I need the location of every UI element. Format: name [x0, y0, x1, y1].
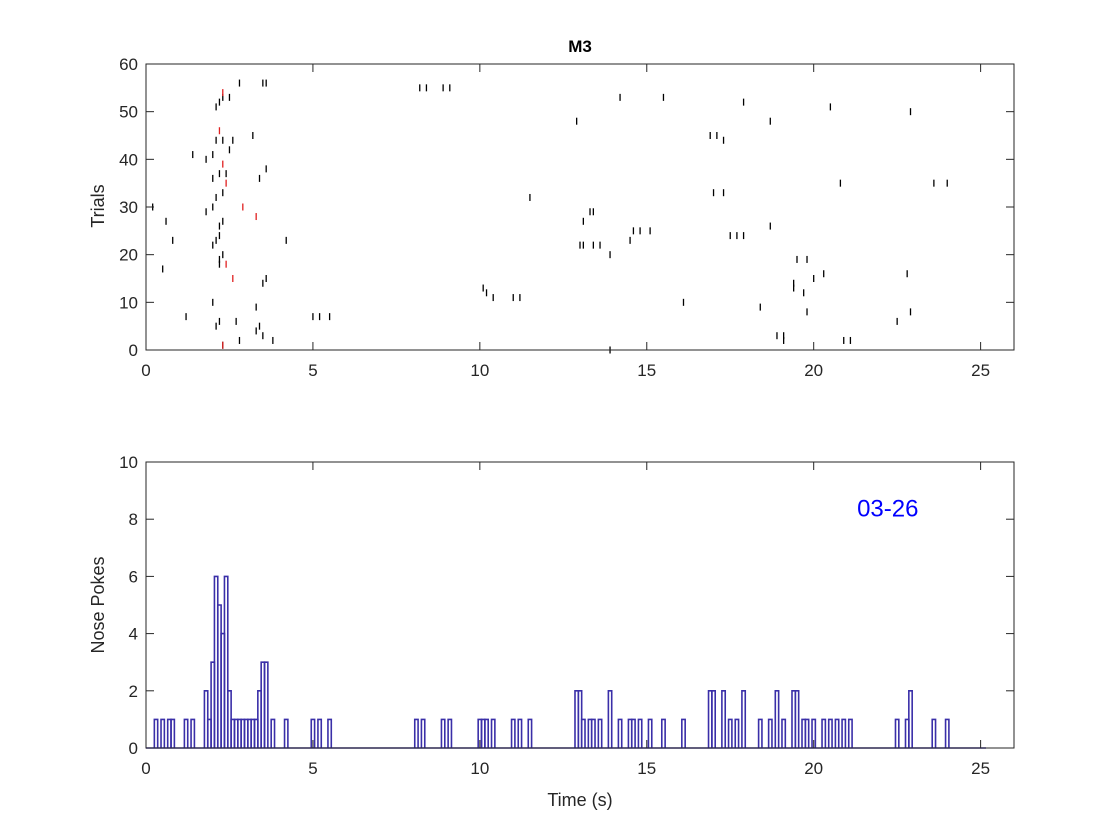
hist-bar: [183, 718, 189, 748]
raster-y-tick-label: 40: [119, 150, 138, 169]
hist-bar: [794, 690, 800, 748]
hist-bar: [741, 690, 747, 748]
raster-x-tick-label: 25: [971, 361, 990, 380]
hist-y-tick-label: 6: [129, 567, 138, 586]
hist-x-tick-label: 25: [971, 759, 990, 778]
hist-y-tick-label: 8: [129, 510, 138, 529]
hist-bar: [590, 718, 596, 748]
hist-bar: [767, 718, 773, 748]
raster-plot: M3 Trials 0 5 10 15 20 25 0 10 20 30 40 50 60: [88, 37, 1015, 380]
hist-bar: [283, 718, 289, 748]
axes-bottom: 0 5 10 15 20 25 0 2 4 6 8 10: [119, 453, 1014, 778]
hist-bar: [781, 718, 787, 748]
raster-y-tick-label: 0: [129, 341, 138, 360]
hist-bar: [484, 718, 489, 748]
hist-bar: [931, 718, 937, 748]
hist-bar: [894, 718, 900, 748]
hist-bar: [847, 718, 853, 748]
hist-bar: [527, 718, 533, 748]
raster-y-tick-label: 50: [119, 103, 138, 122]
hist-x-tick-label: 15: [637, 759, 656, 778]
hist-x-tick-label: 20: [804, 759, 823, 778]
hist-bar: [727, 718, 733, 748]
raster-x-tick-label: 0: [141, 361, 150, 380]
hist-bar: [597, 718, 603, 748]
plot-area-bottom: [145, 461, 1015, 749]
hist-bar: [510, 718, 516, 748]
histogram-bars: [146, 575, 986, 749]
hist-bar: [811, 718, 817, 748]
raster-y-tick-label: 30: [119, 198, 138, 217]
hist-bar: [734, 718, 740, 748]
hist-bar: [490, 718, 496, 748]
hist-bar: [834, 718, 840, 748]
hist-y-tick-label: 0: [129, 739, 138, 758]
hist-bar: [841, 718, 847, 748]
hist-bar: [223, 575, 229, 748]
raster-ticks: [152, 79, 948, 354]
hist-bar: [317, 718, 323, 748]
hist-bar: [580, 718, 586, 748]
hist-bar: [270, 718, 276, 748]
hist-y-tick-label: 4: [129, 625, 138, 644]
hist-bar: [647, 718, 653, 748]
hist-bar: [711, 690, 717, 748]
raster-x-tick-label: 20: [804, 361, 823, 380]
hist-bar: [637, 718, 643, 748]
y-axis-label-nose-pokes: Nose Pokes: [88, 556, 108, 653]
axes-top: 0 5 10 15 20 25 0 10 20 30 40 50 60: [119, 55, 1014, 380]
raster-y-tick-label: 60: [119, 55, 138, 74]
chart-title: M3: [568, 37, 592, 56]
hist-x-tick-label: 0: [141, 759, 150, 778]
raster-x-tick-label: 10: [470, 361, 489, 380]
hist-bar: [310, 718, 316, 748]
hist-bar: [263, 661, 269, 748]
date-annotation: 03-26: [857, 495, 918, 522]
hist-bar: [757, 718, 763, 748]
hist-bar: [804, 718, 810, 748]
y-axis-label-trials: Trials: [88, 184, 108, 227]
hist-bar: [160, 718, 166, 748]
hist-y-tick-label: 2: [129, 682, 138, 701]
hist-bar: [617, 718, 623, 748]
hist-bar: [827, 718, 833, 748]
hist-bar: [630, 718, 636, 748]
hist-bar: [944, 718, 950, 748]
hist-bar: [413, 718, 419, 748]
hist-bar: [170, 718, 176, 748]
raster-y-tick-label: 10: [119, 293, 138, 312]
hist-y-tick-label: 10: [119, 453, 138, 472]
hist-bar: [607, 690, 613, 748]
hist-bar: [774, 690, 780, 748]
hist-bar: [681, 718, 686, 748]
histogram-plot: Nose Pokes Time (s) 0 5 10 15 20 25 0 2 4 6 8 10 03…: [88, 453, 1015, 810]
hist-bar: [447, 718, 453, 748]
hist-bar: [190, 718, 196, 748]
x-axis-label-time: Time (s): [547, 790, 612, 810]
plot-area-top: [145, 63, 1015, 351]
hist-bar: [327, 718, 333, 748]
hist-x-tick-label: 5: [308, 759, 317, 778]
raster-x-tick-label: 5: [308, 361, 317, 380]
raster-y-tick-label: 20: [119, 246, 138, 265]
hist-bar: [660, 718, 666, 748]
hist-bar: [420, 718, 426, 748]
hist-bar: [821, 718, 827, 748]
hist-bar: [721, 690, 727, 748]
hist-bar: [517, 718, 523, 748]
hist-x-tick-label: 10: [470, 759, 489, 778]
hist-bar: [153, 718, 159, 748]
hist-bar: [908, 690, 913, 748]
hist-bar: [440, 718, 446, 748]
raster-x-tick-label: 15: [637, 361, 656, 380]
